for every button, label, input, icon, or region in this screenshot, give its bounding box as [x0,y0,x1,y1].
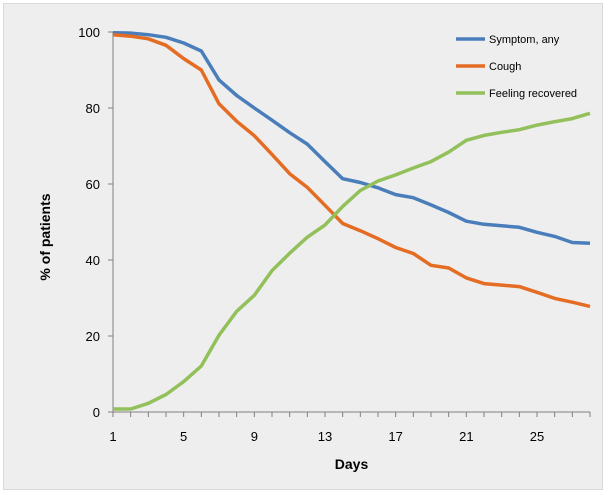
y-tick-label: 40 [86,253,100,268]
x-tick-label: 25 [530,429,544,444]
y-tick-label: 80 [86,101,100,116]
line-chart: 0 20 40 60 80 100 1 5 9 13 17 21 25 Symptom, any Cou… [37,25,591,472]
legend-label-symptom-any: Symptom, any [489,34,560,46]
x-tick-labels: 1 5 9 13 17 21 25 [109,429,544,444]
series-line-cough [112,32,591,309]
axes [108,31,591,417]
legend-label-feeling-recovered: Feeling recovered [489,88,577,100]
x-tick-label: 21 [459,429,473,444]
series-line-feeling-recovered [113,111,591,411]
x-tick-label: 9 [251,429,258,444]
y-tick-label: 60 [86,177,100,192]
y-tick-label: 0 [93,405,100,420]
legend-label-cough: Cough [489,61,521,73]
series-line-symptom-any [112,31,591,246]
x-axis-title: Days [335,456,369,472]
y-tick-label: 20 [86,329,100,344]
x-tick-label: 5 [180,429,187,444]
y-tick-labels: 0 20 40 60 80 100 [78,25,100,420]
y-tick-label: 100 [78,25,100,40]
x-tick-label: 13 [318,429,332,444]
y-axis-title: % of patients [37,193,53,280]
series-lines [112,31,591,411]
x-tick-label: 17 [388,429,402,444]
chart-frame: 0 20 40 60 80 100 1 5 9 13 17 21 25 Symptom, any Cou… [3,3,603,490]
legend: Symptom, any Cough Feeling recovered [456,34,577,100]
x-tick-label: 1 [109,429,116,444]
